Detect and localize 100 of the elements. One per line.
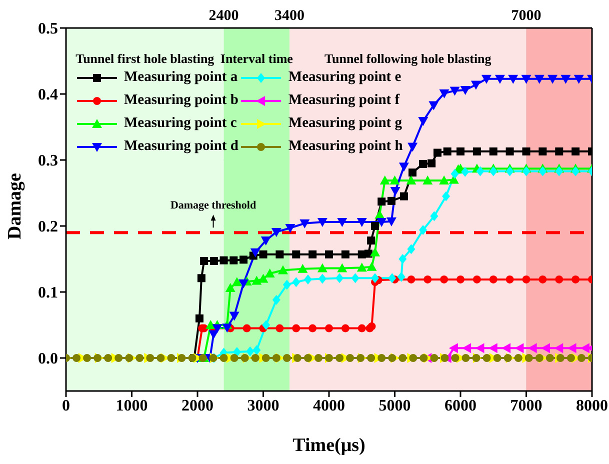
point xyxy=(317,218,328,228)
point xyxy=(229,312,240,321)
point xyxy=(167,354,176,362)
point xyxy=(408,142,418,152)
point xyxy=(521,74,532,84)
y-tick-label: 0.5 xyxy=(38,20,58,38)
point xyxy=(439,89,450,98)
point xyxy=(308,324,317,332)
legend-label: Measuring point e xyxy=(288,69,402,86)
x-tick-label: 8000 xyxy=(576,397,608,414)
point xyxy=(390,187,400,196)
point xyxy=(489,275,498,284)
point xyxy=(356,262,367,272)
point xyxy=(370,247,380,256)
point xyxy=(398,162,409,172)
x-axis-title: Time(μs) xyxy=(292,435,366,456)
point xyxy=(407,244,416,254)
point xyxy=(451,354,460,362)
legend-label: Measuring point d xyxy=(124,138,238,155)
x-tick-label: 2000 xyxy=(182,397,214,414)
point xyxy=(567,343,576,354)
point xyxy=(398,354,407,362)
point xyxy=(292,250,300,258)
point xyxy=(387,196,396,205)
point xyxy=(200,256,208,265)
point xyxy=(506,166,514,176)
x-tick-label: 1000 xyxy=(116,397,148,414)
x-tick-label: 3000 xyxy=(247,397,280,414)
point xyxy=(225,283,236,292)
point xyxy=(104,354,112,362)
point xyxy=(475,343,484,354)
point xyxy=(538,166,547,176)
point xyxy=(304,274,312,284)
x2-tick-label: 7000 xyxy=(511,8,542,24)
point xyxy=(325,324,333,332)
point xyxy=(555,166,564,176)
point xyxy=(555,147,564,156)
point xyxy=(351,273,360,284)
point xyxy=(260,236,271,246)
legend-label: Measuring point h xyxy=(288,138,403,155)
point xyxy=(406,175,416,184)
point xyxy=(433,148,442,157)
point xyxy=(198,354,207,362)
x2-tick-label: 3400 xyxy=(274,8,305,24)
point xyxy=(422,175,433,184)
point xyxy=(534,74,544,84)
point xyxy=(298,264,308,273)
point xyxy=(566,354,575,362)
point xyxy=(407,275,416,284)
point xyxy=(125,354,134,362)
x-tick-label: 4000 xyxy=(313,397,345,414)
point xyxy=(314,354,322,362)
point xyxy=(504,354,512,362)
point xyxy=(285,224,296,233)
point xyxy=(210,256,218,265)
point xyxy=(522,275,530,284)
x-tick-label: 7000 xyxy=(510,397,542,414)
point xyxy=(443,147,452,156)
point xyxy=(580,343,590,354)
point xyxy=(282,280,291,290)
point xyxy=(195,314,204,322)
point xyxy=(318,274,326,284)
point xyxy=(337,263,348,272)
band-label: Interval time xyxy=(220,51,294,66)
point xyxy=(538,275,547,284)
point xyxy=(240,354,249,362)
point xyxy=(419,160,428,168)
point xyxy=(535,354,544,362)
point xyxy=(156,354,165,362)
point xyxy=(232,277,242,286)
point xyxy=(488,343,498,354)
point xyxy=(271,228,282,237)
legend-label: Measuring point a xyxy=(124,69,238,86)
point xyxy=(317,263,328,272)
point xyxy=(304,354,312,362)
y-axis-title: Damage xyxy=(4,173,26,240)
point xyxy=(560,74,571,84)
point xyxy=(489,166,498,176)
point xyxy=(524,354,533,362)
point xyxy=(489,147,498,156)
point xyxy=(230,354,238,362)
y-tick-label: 0.4 xyxy=(38,86,58,104)
point xyxy=(252,276,262,285)
point xyxy=(212,324,222,334)
point xyxy=(502,343,511,354)
x-tick-label: 5000 xyxy=(378,397,411,414)
point xyxy=(272,294,280,305)
legend-label: Measuring point f xyxy=(288,92,400,109)
point xyxy=(250,248,260,258)
point xyxy=(522,166,530,176)
point xyxy=(390,175,400,184)
point xyxy=(448,343,458,354)
point xyxy=(572,147,580,156)
point xyxy=(514,343,524,354)
point xyxy=(336,354,344,362)
point xyxy=(472,147,481,156)
point xyxy=(242,324,251,332)
point xyxy=(308,250,317,258)
point xyxy=(450,168,459,179)
point xyxy=(428,159,436,168)
